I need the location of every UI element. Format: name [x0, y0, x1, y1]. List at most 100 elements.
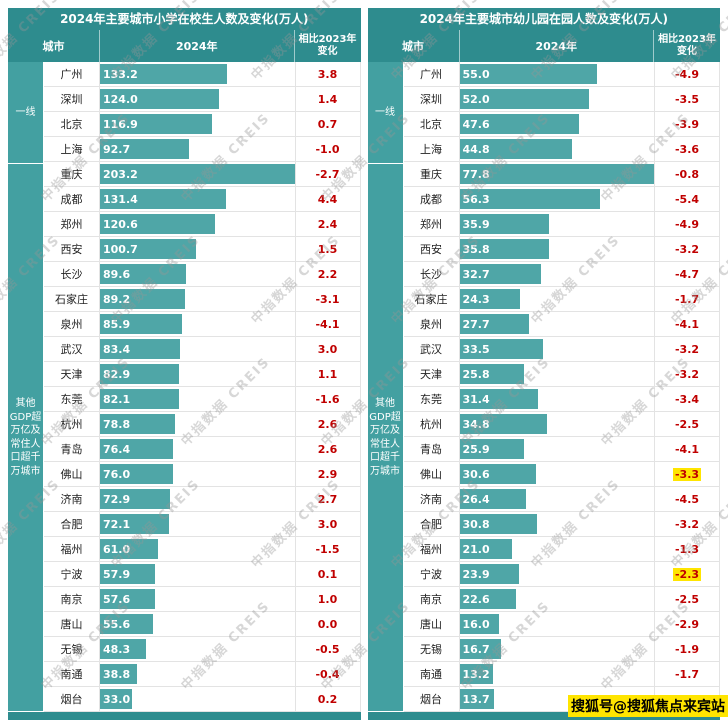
value-label: 34.8	[462, 417, 490, 431]
city-name: 合肥	[403, 512, 460, 537]
table-row: 福州 21.0 -1.3	[403, 537, 720, 562]
value-bar-cell: 78.8	[100, 412, 295, 437]
change-value: 2.2	[317, 267, 338, 281]
change-value: -1.5	[315, 542, 340, 556]
value-bar	[459, 389, 538, 409]
value-bar-cell: 76.0	[100, 462, 295, 487]
change-cell: -4.9	[654, 212, 720, 237]
table-row: 成都 131.4 4.4	[44, 187, 361, 212]
value-label: 22.6	[462, 592, 490, 606]
change-value: 1.1	[317, 367, 338, 381]
value-bar	[100, 489, 170, 509]
value-bar	[459, 414, 547, 434]
change-value: 0.2	[317, 692, 338, 706]
value-bar-cell: 21.0	[459, 537, 654, 562]
group-column: 一线 其他GDP超万亿及常住人口超千万城市	[367, 62, 404, 712]
city-name: 佛山	[44, 462, 100, 487]
city-name: 东莞	[403, 387, 460, 412]
change-value: -2.7	[315, 167, 340, 181]
table-row: 石家庄 89.2 -3.1	[44, 287, 361, 312]
value-bar-cell: 133.2	[100, 62, 295, 87]
value-label: 30.6	[462, 467, 490, 481]
change-value: -3.6	[674, 142, 700, 156]
value-bar	[100, 214, 216, 234]
city-name: 无锡	[44, 637, 100, 662]
value-bar-cell: 100.7	[100, 237, 295, 262]
value-bar-cell: 72.9	[100, 487, 295, 512]
city-name: 上海	[403, 137, 460, 162]
table-row: 重庆 203.2 -2.7	[44, 162, 361, 187]
value-bar	[459, 264, 542, 284]
value-bar	[459, 489, 526, 509]
value-label: 77.8	[462, 167, 490, 181]
change-value: -3.2	[674, 342, 700, 356]
value-bar-cell: 13.2	[459, 662, 654, 687]
value-label: 76.0	[103, 467, 131, 481]
change-cell: -0.5	[294, 637, 361, 662]
change-cell: 0.0	[294, 612, 361, 637]
value-bar	[459, 539, 512, 559]
value-bar-cell: 25.9	[459, 437, 654, 462]
table-row: 北京 47.6 -3.9	[403, 112, 720, 137]
value-bar-cell: 30.6	[459, 462, 654, 487]
city-name: 南通	[44, 662, 100, 687]
value-label: 76.4	[103, 442, 131, 456]
table-row: 成都 56.3 -5.4	[403, 187, 720, 212]
change-cell: -1.7	[654, 662, 720, 687]
value-bar-cell: 116.9	[100, 112, 295, 137]
value-bar-cell: 33.5	[459, 337, 654, 362]
value-label: 48.3	[103, 642, 131, 656]
column-header-change-line1: 相比2023年	[658, 33, 716, 45]
city-name: 上海	[44, 137, 100, 162]
column-header-change: 相比2023年 变化	[295, 30, 361, 62]
change-cell: -4.1	[654, 312, 720, 337]
value-label: 16.0	[462, 617, 490, 631]
value-bar-cell: 203.2	[100, 162, 295, 187]
change-cell: -1.6	[294, 387, 361, 412]
value-label: 116.9	[103, 117, 138, 131]
change-cell: -4.1	[654, 437, 720, 462]
city-name: 东莞	[44, 387, 100, 412]
change-cell: 2.4	[294, 212, 361, 237]
change-cell: -2.5	[654, 587, 720, 612]
value-bar-cell: 16.0	[459, 612, 654, 637]
value-bar-cell: 56.3	[459, 187, 654, 212]
change-cell: -2.9	[654, 612, 720, 637]
change-cell: 2.7	[294, 487, 361, 512]
table-row: 广州 55.0 -4.9	[403, 62, 720, 87]
change-value: 2.6	[317, 417, 338, 431]
city-name: 合肥	[44, 512, 100, 537]
value-bar	[459, 514, 537, 534]
change-value: -4.1	[674, 317, 700, 331]
table-row: 福州 61.0 -1.5	[44, 537, 361, 562]
change-value: 0.7	[317, 117, 338, 131]
primary-school-table: 2024年主要城市小学在校生人数及变化(万人) 城市 2024年 相比2023年…	[8, 8, 361, 720]
change-cell: -0.8	[654, 162, 720, 187]
city-name: 宁波	[403, 562, 460, 587]
value-bar-cell: 82.9	[100, 362, 295, 387]
value-bar	[100, 564, 156, 584]
change-cell: -3.2	[654, 512, 720, 537]
tables-container: 2024年主要城市小学在校生人数及变化(万人) 城市 2024年 相比2023年…	[8, 8, 720, 720]
city-name: 烟台	[403, 687, 460, 712]
table-row: 杭州 34.8 -2.5	[403, 412, 720, 437]
value-label: 72.9	[103, 492, 131, 506]
change-cell: -4.1	[294, 312, 361, 337]
change-cell: -2.5	[654, 412, 720, 437]
value-bar-cell: 89.2	[100, 287, 295, 312]
value-label: 100.7	[103, 242, 138, 256]
value-label: 85.9	[103, 317, 131, 331]
table-row: 泉州 27.7 -4.1	[403, 312, 720, 337]
change-cell: -3.2	[654, 237, 720, 262]
table-row: 杭州 78.8 2.6	[44, 412, 361, 437]
value-label: 23.9	[462, 567, 490, 581]
change-value: -3.2	[674, 367, 700, 381]
table-row: 济南 26.4 -4.5	[403, 487, 720, 512]
value-bar	[100, 689, 132, 709]
city-name: 广州	[403, 62, 460, 87]
value-bar-cell: 72.1	[100, 512, 295, 537]
value-bar	[100, 114, 212, 134]
change-value: -0.4	[315, 667, 340, 681]
value-bar	[100, 139, 189, 159]
value-bar	[459, 289, 521, 309]
